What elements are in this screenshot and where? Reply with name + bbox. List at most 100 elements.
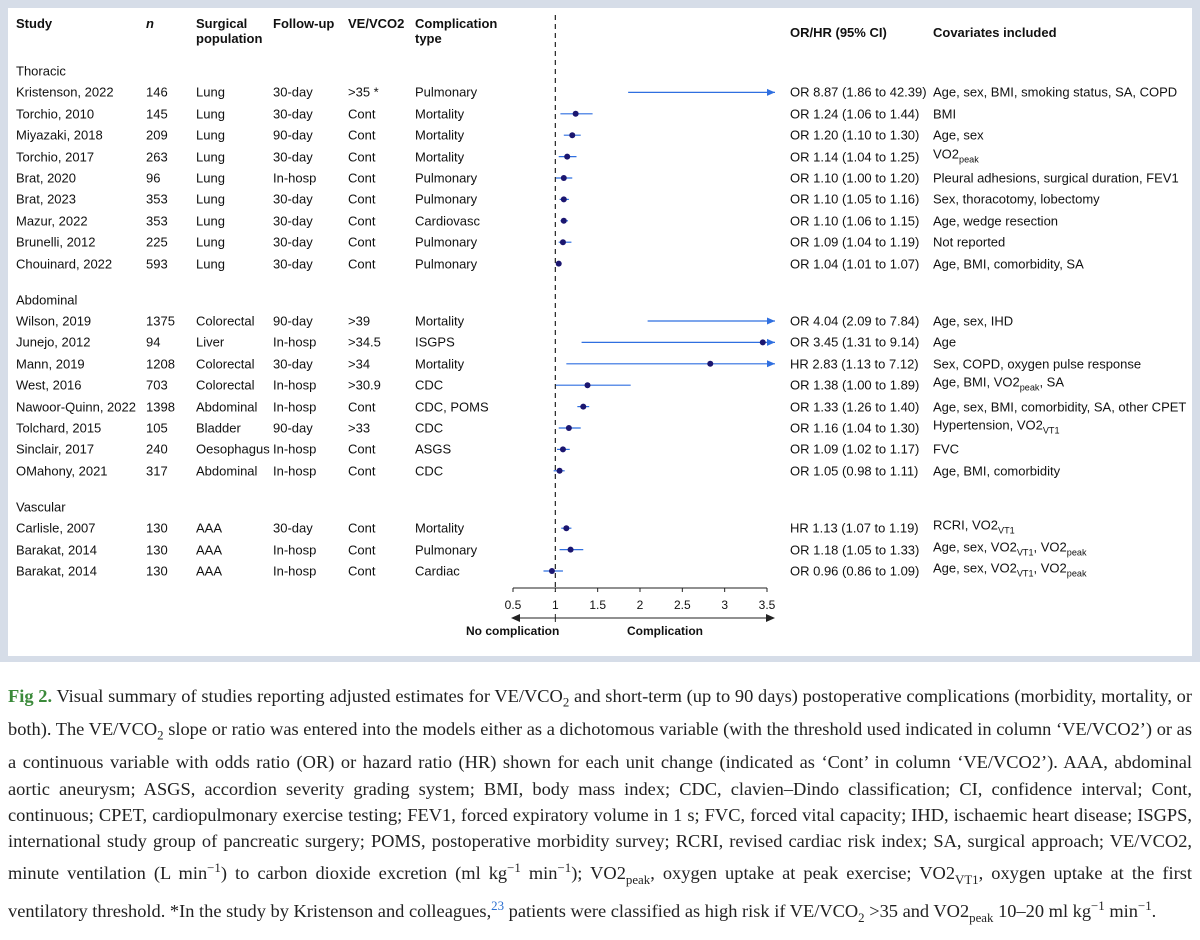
cell-complication: ASGS — [415, 441, 452, 457]
superscript: −1 — [207, 860, 221, 875]
cell-complication: CDC — [415, 377, 444, 393]
cell-study: Carlisle, 2007 — [16, 520, 96, 536]
cell-followup: In-hosp — [273, 441, 317, 457]
cell-complication: Mortality — [415, 127, 465, 143]
cell-population: Lung — [196, 256, 225, 272]
estimate-label: OR 3.45 (1.31 to 9.14) — [790, 334, 920, 350]
cell-population: AAA — [196, 542, 223, 558]
cell-followup: In-hosp — [273, 542, 317, 558]
cell-ve-vco2: Cont — [348, 441, 376, 457]
column-header: VE/VCO2 — [348, 16, 405, 31]
cell-followup: 30-day — [273, 149, 313, 165]
direction-arrow-right — [766, 614, 775, 622]
text-run: min — [520, 862, 558, 883]
cell-followup: 30-day — [273, 356, 313, 372]
estimate-label: OR 0.96 (0.86 to 1.09) — [790, 563, 920, 579]
cell-covariates: Sex, COPD, oxygen pulse response — [933, 356, 1142, 372]
text-run: RCRI, VO2 — [933, 517, 999, 533]
x-tick-label: 1 — [552, 598, 559, 612]
cell-followup: In-hosp — [273, 399, 317, 415]
x-tick-label: 2 — [637, 598, 644, 612]
cell-covariates: BMI — [933, 106, 957, 122]
estimate-label: OR 1.10 (1.06 to 1.15) — [790, 213, 920, 229]
cell-n: 703 — [146, 377, 168, 393]
cell-covariates: Age, wedge resection — [933, 213, 1059, 229]
text-run: , VO2 — [1033, 560, 1067, 576]
estimate-label: OR 1.09 (1.02 to 1.17) — [790, 441, 920, 457]
column-header: Surgical population — [196, 16, 263, 46]
estimate-label: OR 1.24 (1.06 to 1.44) — [790, 106, 920, 122]
cell-complication: CDC, POMS — [415, 399, 489, 415]
cell-population: AAA — [196, 563, 223, 579]
subscript: VT1 — [1016, 568, 1034, 579]
cell-study: Brat, 2023 — [16, 191, 76, 207]
x-tick-label: 3.5 — [759, 598, 776, 612]
subscript: peak — [969, 910, 994, 925]
column-header: n — [146, 16, 154, 31]
cell-population: Lung — [196, 170, 225, 186]
subscript: VT1 — [998, 525, 1015, 536]
text-run: patients were classified as high risk if… — [504, 901, 859, 922]
cell-followup: In-hosp — [273, 334, 317, 350]
estimate-label: OR 1.10 (1.00 to 1.20) — [790, 170, 920, 186]
text-run: , oxygen uptake at peak exercise; VO2 — [650, 862, 956, 883]
caption-label: Fig 2. — [8, 686, 53, 706]
cell-study: Wilson, 2019 — [16, 313, 92, 329]
cell-ve-vco2: Cont — [348, 256, 376, 272]
cell-n: 145 — [146, 106, 168, 122]
cell-n: 96 — [146, 170, 161, 186]
group-label: Thoracic — [16, 63, 66, 79]
cell-complication: CDC — [415, 463, 444, 479]
ci-arrow — [767, 88, 775, 96]
point-estimate — [569, 132, 576, 139]
estimate-label: OR 1.38 (1.00 to 1.89) — [790, 377, 920, 393]
cell-complication: Pulmonary — [415, 84, 478, 100]
cell-followup: 30-day — [273, 84, 313, 100]
cell-followup: In-hosp — [273, 170, 317, 186]
text-run: min — [1104, 901, 1138, 922]
cell-covariates: Age, sex, BMI, comorbidity, SA, other CP… — [933, 399, 1187, 415]
group-label: Abdominal — [16, 292, 78, 308]
subscript: peak — [959, 153, 979, 164]
cell-ve-vco2: Cont — [348, 149, 376, 165]
cell-study: OMahony, 2021 — [16, 463, 108, 479]
figure-area — [8, 8, 1192, 656]
cell-study: Miyazaki, 2018 — [16, 127, 103, 143]
cell-followup: 90-day — [273, 127, 313, 143]
cell-followup: 90-day — [273, 313, 313, 329]
cell-n: 353 — [146, 213, 168, 229]
estimate-label: OR 1.05 (0.98 to 1.11) — [790, 463, 919, 479]
cell-ve-vco2: Cont — [348, 213, 376, 229]
cell-complication: Pulmonary — [415, 234, 478, 250]
cell-ve-vco2: Cont — [348, 542, 376, 558]
column-header: Follow-up — [273, 16, 335, 31]
cell-population: Lung — [196, 213, 225, 229]
cell-study: Mann, 2019 — [16, 356, 85, 372]
cell-covariates: Age, BMI, comorbidity — [933, 463, 1061, 479]
column-header: Complication type — [415, 16, 498, 46]
cell-n: 353 — [146, 191, 168, 207]
cell-n: 1398 — [146, 399, 175, 415]
subscript: peak — [1066, 568, 1087, 579]
cell-ve-vco2: Cont — [348, 106, 376, 122]
cell-ve-vco2: >34 — [348, 356, 371, 372]
cell-complication: Pulmonary — [415, 170, 478, 186]
text-run: ) to carbon dioxide excretion (ml kg — [220, 862, 508, 883]
direction-arrow-left — [511, 614, 520, 622]
cell-n: 1375 — [146, 313, 175, 329]
cell-ve-vco2: Cont — [348, 191, 376, 207]
cell-study: Torchio, 2010 — [16, 106, 95, 122]
cell-population: Colorectal — [196, 377, 255, 393]
text-run: VO2 — [933, 146, 960, 162]
x-tick-label: 3 — [721, 598, 728, 612]
column-header: Study — [16, 16, 53, 31]
text-run: Age, sex, VO2 — [933, 539, 1017, 555]
estimate-label: OR 1.10 (1.05 to 1.16) — [790, 191, 920, 207]
cell-followup: 30-day — [273, 191, 313, 207]
cell-population: Bladder — [196, 420, 241, 436]
subscript: 2 — [562, 695, 570, 710]
text-run: 10–20 ml kg — [993, 901, 1092, 922]
point-estimate — [759, 339, 766, 346]
text-run: Visual summary of studies reporting adju… — [52, 686, 563, 706]
